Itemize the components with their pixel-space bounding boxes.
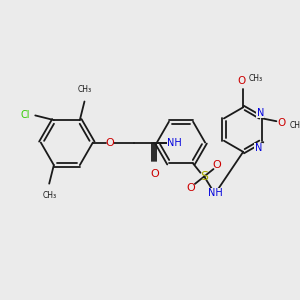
Text: Cl: Cl: [20, 110, 30, 120]
Text: N: N: [255, 143, 262, 153]
Text: N: N: [256, 108, 264, 118]
Text: CH₃: CH₃: [42, 191, 56, 200]
Text: O: O: [277, 118, 285, 128]
Text: O: O: [151, 169, 159, 178]
Text: CH₃: CH₃: [290, 122, 300, 130]
Text: NH: NH: [167, 138, 182, 148]
Text: S: S: [200, 170, 208, 183]
Text: O: O: [213, 160, 222, 170]
Text: O: O: [105, 138, 114, 148]
Text: O: O: [187, 183, 196, 193]
Text: CH₃: CH₃: [77, 85, 92, 94]
Text: O: O: [237, 76, 245, 86]
Text: NH: NH: [208, 188, 223, 198]
Text: CH₃: CH₃: [249, 74, 263, 83]
